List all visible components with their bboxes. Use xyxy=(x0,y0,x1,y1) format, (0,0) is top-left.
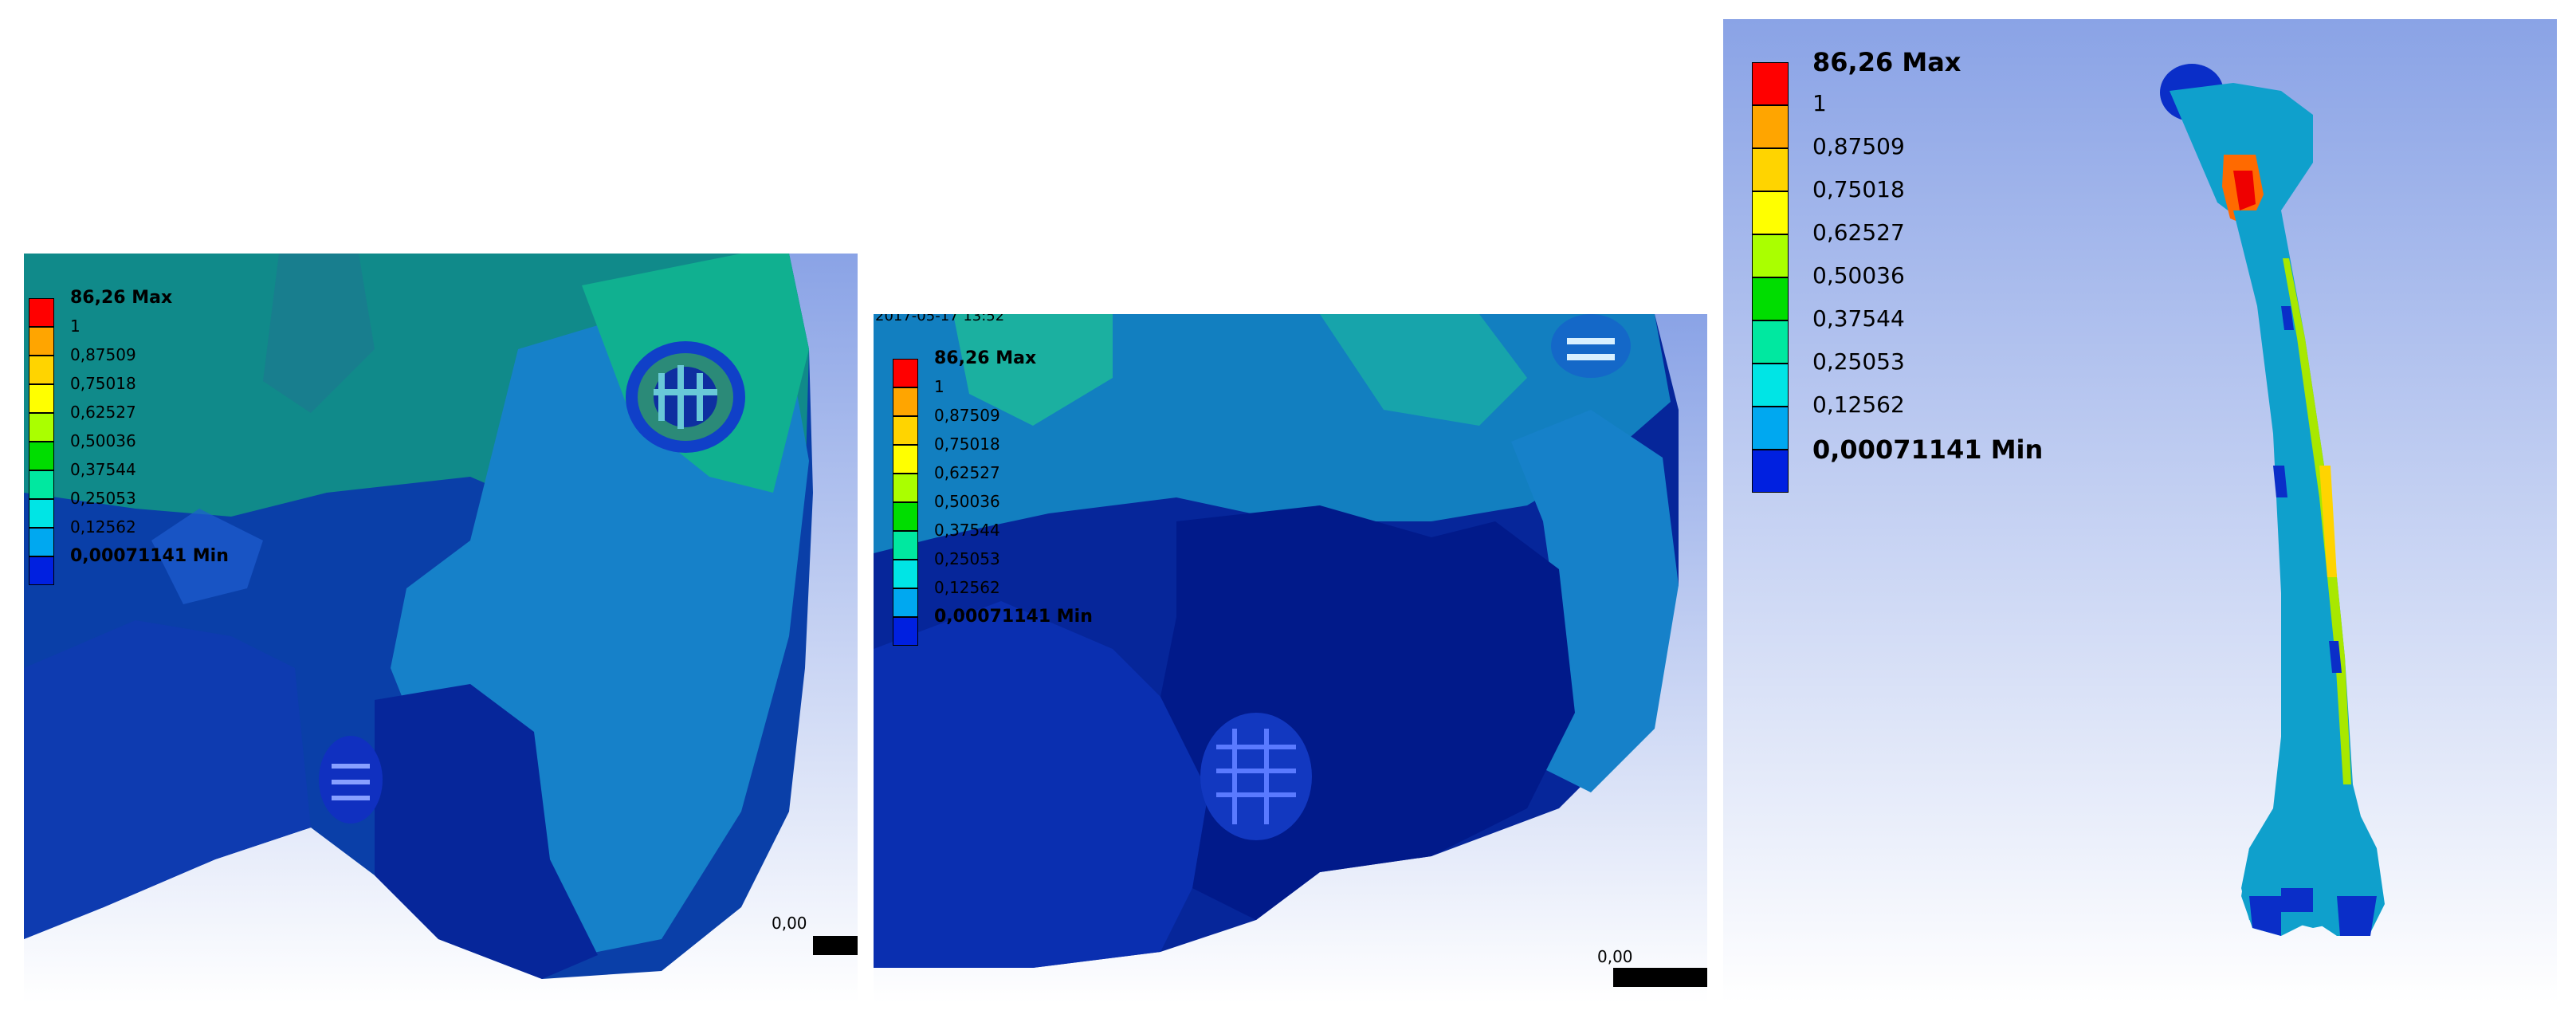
legend-label: 0,00071141 Min xyxy=(1812,434,2044,466)
legend-label: 0,50036 xyxy=(70,431,136,451)
legend-label: 0,37544 xyxy=(70,460,136,480)
legend-swatch xyxy=(893,560,918,588)
scale-label: 0,00 xyxy=(772,914,807,933)
legend-swatch xyxy=(29,413,54,442)
scale-bar-line xyxy=(813,936,858,955)
legend-swatch xyxy=(1752,62,1789,105)
legend-swatch xyxy=(893,617,918,646)
legend-swatch xyxy=(893,474,918,502)
legend-swatch xyxy=(29,298,54,327)
legend-swatch xyxy=(893,588,918,617)
scale-label: 0,00 xyxy=(1597,947,1633,966)
fea-panel-full-femur: 86,26 Max 1 0,87509 0,75018 0,62527 0,50036 0,… xyxy=(1723,19,2557,1003)
legend-swatch xyxy=(29,470,54,499)
legend-label: 0,25053 xyxy=(70,489,136,509)
legend-swatch xyxy=(29,384,54,413)
femur-render xyxy=(1723,19,2557,1003)
implant-cage-2 xyxy=(319,736,383,824)
implant-cage-2 xyxy=(1200,713,1312,840)
legend-swatch xyxy=(893,502,918,531)
scale-bar-line xyxy=(1613,968,1707,987)
legend-swatch xyxy=(1752,191,1789,234)
legend-swatch xyxy=(893,359,918,387)
legend-label: 0,00071141 Min xyxy=(70,546,229,567)
legend-label: 86,26 Max xyxy=(1812,47,1961,78)
legend-label: 0,12562 xyxy=(934,578,1000,598)
legend-label: 1 xyxy=(1812,90,1827,117)
legend-swatch xyxy=(1752,450,1789,493)
legend-label: 0,75018 xyxy=(934,434,1000,454)
fea-panel-closeup-1: 86,26 Max 1 0,87509 0,75018 0,62527 0,50036 0,… xyxy=(24,254,858,1003)
legend-swatch xyxy=(29,327,54,356)
legend-label: 0,75018 xyxy=(70,374,136,394)
legend-label: 0,37544 xyxy=(934,521,1000,541)
legend-swatch xyxy=(893,445,918,474)
legend-label: 1 xyxy=(70,316,80,336)
legend-label: 0,00071141 Min xyxy=(934,607,1093,627)
legend-swatch xyxy=(1752,234,1789,277)
legend-label: 0,25053 xyxy=(934,549,1000,569)
legend-label: 0,50036 xyxy=(934,492,1000,512)
legend-label: 0,87509 xyxy=(1812,133,1905,160)
legend-label: 0,12562 xyxy=(70,517,136,537)
legend-swatch xyxy=(29,556,54,585)
legend-label: 0,25053 xyxy=(1812,348,1905,375)
bone-closeup-render xyxy=(874,314,1707,1003)
legend-label: 0,75018 xyxy=(1812,176,1905,203)
legend-swatch xyxy=(893,531,918,560)
legend-label: 86,26 Max xyxy=(70,288,173,309)
legend-label: 0,37544 xyxy=(1812,305,1905,332)
legend-swatch xyxy=(29,499,54,528)
implant-cage-1 xyxy=(1551,314,1631,378)
legend-swatch xyxy=(1752,364,1789,407)
legend-swatch xyxy=(29,442,54,470)
implant-cage-1 xyxy=(626,341,745,453)
timestamp: 2017-05-17 13:52 xyxy=(875,314,1005,324)
legend-swatch xyxy=(893,416,918,445)
legend-swatch xyxy=(1752,148,1789,191)
fea-panel-closeup-2: 2017-05-17 13:52 86,26 Max 1 0,87509 0,7501… xyxy=(874,314,1707,1003)
legend-label: 86,26 Max xyxy=(934,348,1037,369)
legend-label: 0,87509 xyxy=(70,345,136,365)
legend-label: 0,87509 xyxy=(934,406,1000,426)
legend-label: 0,62527 xyxy=(70,403,136,423)
legend-swatch xyxy=(1752,320,1789,364)
legend-swatch xyxy=(29,356,54,384)
legend-label: 0,50036 xyxy=(1812,262,1905,289)
legend-swatch xyxy=(1752,105,1789,148)
legend-label: 0,62527 xyxy=(1812,219,1905,246)
legend-swatch xyxy=(29,528,54,556)
legend-label: 0,12562 xyxy=(1812,391,1905,419)
legend-swatch xyxy=(1752,277,1789,320)
legend-swatch xyxy=(893,387,918,416)
legend-label: 0,62527 xyxy=(934,463,1000,483)
legend-label: 1 xyxy=(934,377,944,397)
legend-swatch xyxy=(1752,407,1789,450)
bone-closeup-render xyxy=(24,254,858,1003)
